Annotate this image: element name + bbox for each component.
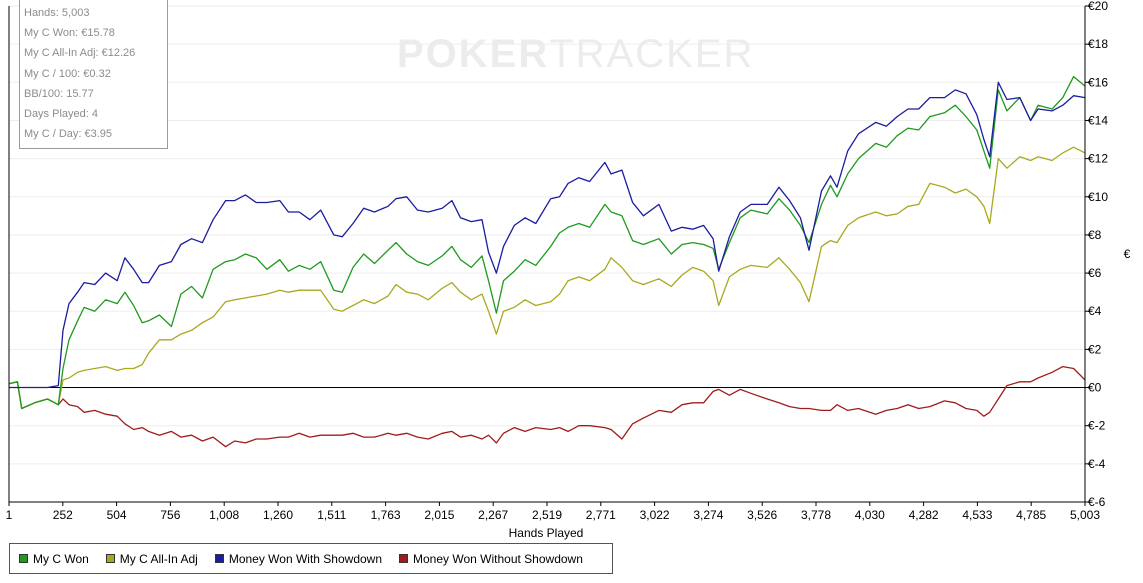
legend-item-with-showdown[interactable]: Money Won With Showdown xyxy=(214,551,383,566)
legend-swatch xyxy=(105,554,115,563)
legend: My C Won My C All-In Adj Money Won With … xyxy=(9,543,613,574)
x-tick-label: 3,274 xyxy=(693,508,723,522)
legend-label: Money Won With Showdown xyxy=(228,551,383,566)
x-tick-label: 3,778 xyxy=(801,508,831,522)
y-tick-label: €14 xyxy=(1088,113,1108,127)
x-tick-label: 1 xyxy=(6,508,13,522)
pokertracker-watermark: POKERTRACKER xyxy=(397,32,754,77)
x-axis-title: Hands Played xyxy=(509,526,584,540)
x-tick-label: 2,267 xyxy=(478,508,508,522)
x-tick-label: 756 xyxy=(160,508,180,522)
series-line-money-won-with-showdown xyxy=(9,81,1086,389)
y-tick-label: €2 xyxy=(1088,342,1102,356)
x-tick-label: 3,022 xyxy=(640,508,670,522)
stat-days-played: Days Played: 4 xyxy=(24,108,98,121)
y-tick-label: €4 xyxy=(1088,304,1102,318)
series-line-money-won-without-showdown xyxy=(8,365,1086,448)
y-tick-label: €-4 xyxy=(1088,457,1106,471)
x-tick-label: 2,771 xyxy=(586,508,616,522)
y-tick-label: €16 xyxy=(1088,75,1108,89)
x-tick-label: 2,015 xyxy=(424,508,454,522)
y-tick-label: €-2 xyxy=(1088,419,1106,433)
y-tick-label: €6 xyxy=(1088,266,1102,280)
x-tick-label: 1,763 xyxy=(371,508,401,522)
series-line-my-c-all-in-adj xyxy=(8,146,1086,410)
x-tick-label: 504 xyxy=(107,508,127,522)
x-tick-label: 4,533 xyxy=(962,508,992,522)
y-tick-label: €12 xyxy=(1088,152,1108,166)
legend-swatch xyxy=(19,554,28,563)
gridlines xyxy=(9,5,1085,503)
stat-my-c-won: My C Won: €15.78 xyxy=(24,27,115,40)
stat-bb-100: BB/100: 15.77 xyxy=(24,87,94,100)
y-tick-label: €-6 xyxy=(1088,495,1106,509)
x-tick-label: 2,519 xyxy=(532,508,562,522)
x-tick-label: 4,030 xyxy=(855,508,885,522)
x-tick-label: 1,008 xyxy=(209,508,239,522)
legend-item-all-in-adj[interactable]: My C All-In Adj xyxy=(105,551,198,566)
series-line-my-c-won xyxy=(8,75,1086,410)
watermark-part2: TRACKER xyxy=(549,32,755,76)
legend-swatch xyxy=(214,554,224,563)
legend-label: My C All-In Adj xyxy=(119,551,198,566)
stat-hands: Hands: 5,003 xyxy=(24,7,90,19)
y-tick-label: €10 xyxy=(1088,190,1108,204)
x-tick-label: 3,526 xyxy=(747,508,777,522)
legend-swatch xyxy=(399,554,409,563)
watermark-part1: POKER xyxy=(397,32,550,76)
x-tick-label: 1,511 xyxy=(317,508,346,522)
stat-per-day: My C / Day: €3.95 xyxy=(24,128,113,141)
x-tick-label: 252 xyxy=(53,508,73,522)
stats-panel: Hands: 5,003 My C Won: €15.78 My C All-I… xyxy=(19,0,168,149)
y-tick-label: €8 xyxy=(1088,228,1102,242)
x-tick-label: 4,282 xyxy=(909,508,939,522)
stat-all-in-adj: My C All-In Adj: €12.26 xyxy=(24,47,136,60)
legend-item-without-showdown[interactable]: Money Won Without Showdown xyxy=(399,552,583,566)
y-axis-title: € xyxy=(1124,247,1131,261)
y-axis-ticks: €20 €18 €16 €14 €12 €10 €8 €6 €4 €2 €0 €-2 €-4 €-6 xyxy=(1085,0,1108,509)
x-tick-label: 4,785 xyxy=(1016,508,1046,522)
x-tick-label: 5,003 xyxy=(1070,508,1100,522)
y-tick-label: €18 xyxy=(1088,37,1108,51)
stat-per-100: My C / 100: €0.32 xyxy=(24,67,111,80)
plot-frame xyxy=(8,6,1086,503)
legend-label: Money Won Without Showdown xyxy=(413,551,583,566)
legend-label: My C Won xyxy=(33,551,89,566)
x-axis-ticks: 1 252 504 756 1,008 1,260 1,511 1,763 2,015 2,267… xyxy=(6,502,1100,522)
x-tick-label: 1,260 xyxy=(263,508,293,522)
legend-item-my-c-won[interactable]: My C Won xyxy=(19,552,89,566)
y-tick-label: €20 xyxy=(1088,0,1108,13)
series-group xyxy=(8,75,1086,448)
y-tick-label: €0 xyxy=(1088,381,1102,395)
